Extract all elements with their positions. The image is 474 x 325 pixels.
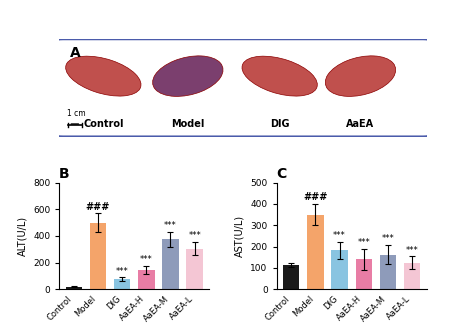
- Text: ***: ***: [333, 231, 346, 240]
- Text: ***: ***: [188, 231, 201, 240]
- Y-axis label: AST(U/L): AST(U/L): [235, 215, 245, 257]
- Bar: [162, 239, 179, 289]
- Ellipse shape: [242, 56, 317, 96]
- Text: 1 cm: 1 cm: [67, 109, 86, 118]
- Text: B: B: [59, 167, 70, 181]
- Ellipse shape: [153, 56, 223, 97]
- Bar: [283, 265, 300, 289]
- Bar: [307, 214, 324, 289]
- Bar: [404, 263, 420, 289]
- Y-axis label: ALT(U/L): ALT(U/L): [18, 216, 27, 256]
- Text: AaEA: AaEA: [346, 119, 374, 129]
- Text: ***: ***: [164, 221, 177, 230]
- Text: ***: ***: [116, 266, 128, 276]
- Text: ***: ***: [382, 234, 394, 243]
- Bar: [356, 259, 372, 289]
- Bar: [138, 270, 155, 289]
- Bar: [90, 223, 106, 289]
- Text: DIG: DIG: [270, 119, 290, 129]
- Text: A: A: [70, 46, 81, 60]
- Text: ***: ***: [357, 238, 370, 247]
- Text: ***: ***: [140, 255, 153, 264]
- Bar: [65, 287, 82, 289]
- FancyBboxPatch shape: [55, 39, 430, 137]
- Bar: [114, 279, 130, 289]
- Ellipse shape: [325, 56, 396, 97]
- Text: Model: Model: [171, 119, 204, 129]
- Text: ###: ###: [86, 202, 110, 212]
- Text: C: C: [277, 167, 287, 181]
- Text: ###: ###: [303, 192, 328, 202]
- Text: Control: Control: [83, 119, 124, 129]
- Bar: [186, 249, 203, 289]
- Bar: [380, 255, 396, 289]
- Ellipse shape: [66, 56, 141, 96]
- Text: ***: ***: [406, 245, 419, 254]
- Bar: [331, 250, 348, 289]
